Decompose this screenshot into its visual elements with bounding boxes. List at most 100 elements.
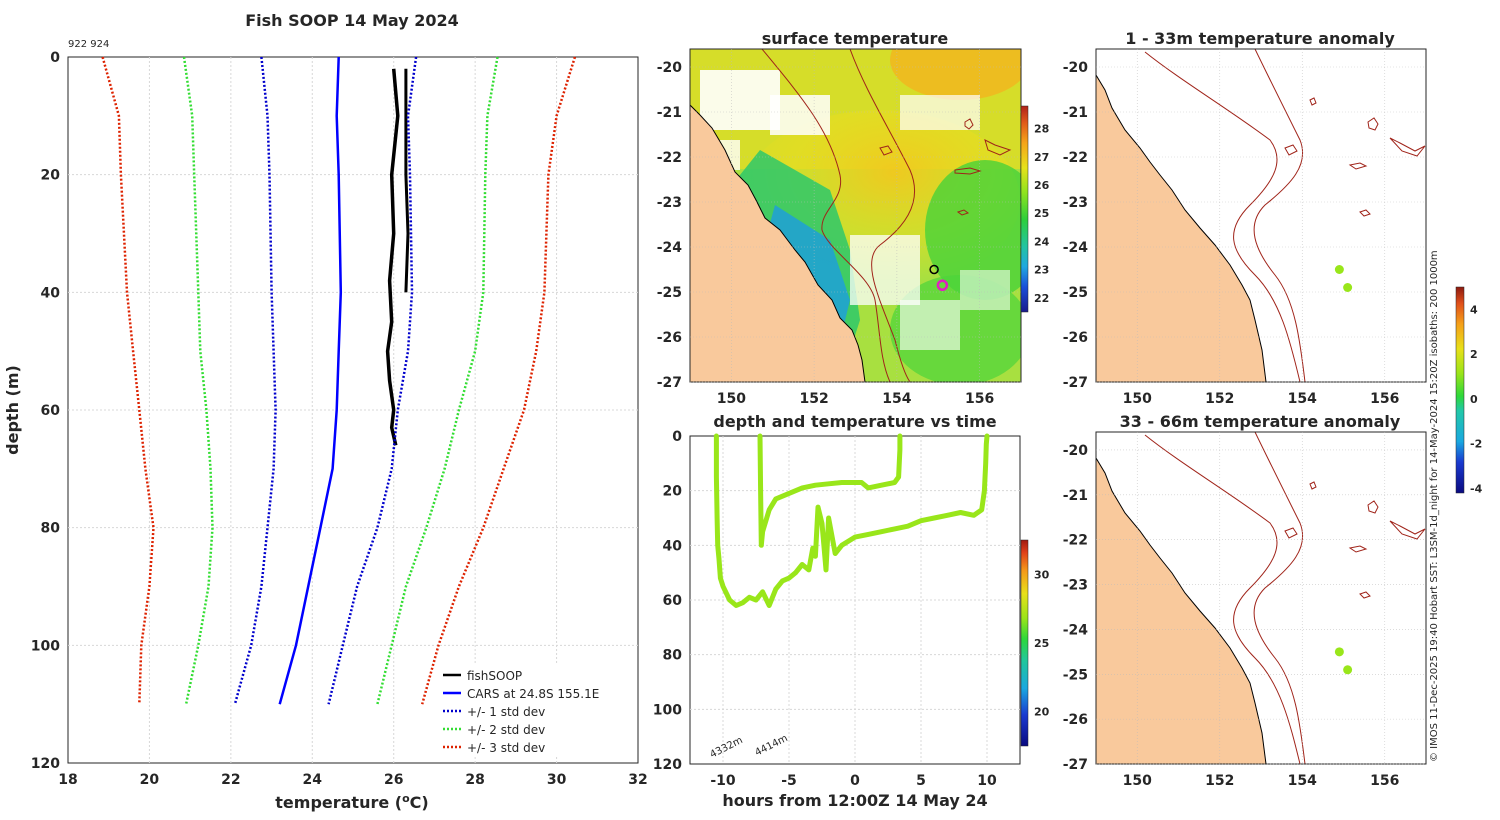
- sst-colorbar: [1020, 105, 1029, 313]
- sst-cbtick-26: 26: [1034, 179, 1050, 192]
- ts-xtick-5: 5: [916, 773, 926, 789]
- anom2-marker-1: [1343, 665, 1353, 675]
- ts-cbtick-20: 20: [1034, 706, 1050, 719]
- anom2-title: 33 - 66m temperature anomaly: [1120, 412, 1401, 431]
- ts-ytick-60: 60: [663, 593, 683, 609]
- profile-series-fishsoop-cast-2: [404, 68, 410, 293]
- ts-xtick-10: 10: [977, 773, 997, 789]
- anom2-ytick--26: -26: [1063, 712, 1088, 728]
- ts-colorbar-ticks: 20 25 30: [1034, 568, 1050, 718]
- ts-ytick-100: 100: [653, 702, 682, 718]
- anom1-isobath-200: [1144, 51, 1301, 382]
- profile-series-cars-at-24-8s-155-1e: [278, 56, 343, 705]
- anom1-map: [1096, 49, 1426, 382]
- anom2-map: [1096, 432, 1426, 764]
- sst-colorbar-ticks: 22 23 24 25 26 27 28: [1034, 123, 1050, 305]
- profile-grid: [68, 57, 638, 763]
- ts-grid: [690, 436, 1020, 764]
- profile-ticks: 18 20 22 24 26 28 30 32 0 20 40 60 80 100 120: [31, 50, 648, 788]
- sst-cbtick-24: 24: [1034, 235, 1050, 248]
- ts-ytick-40: 40: [663, 538, 683, 554]
- sst-markers: [929, 264, 949, 291]
- anom1-ytick--22: -22: [1063, 150, 1088, 166]
- anom2-xtick-156: 156: [1370, 773, 1399, 789]
- anom2-xtick-152: 152: [1205, 773, 1234, 789]
- ts-title: depth and temperature vs time: [713, 412, 996, 431]
- sst-ticks: 150 152 154 156 -20 -21 -22 -23 -24 -25 -26 -27: [657, 49, 1021, 407]
- sst-ytick--22: -22: [657, 150, 682, 166]
- profile-ytick-20: 20: [41, 168, 61, 184]
- legend-cars: CARS at 24.8S 155.1E: [467, 687, 599, 701]
- sst-cbtick-28: 28: [1034, 123, 1049, 136]
- profile-ytick-60: 60: [41, 403, 61, 419]
- anom-colorbar-ticks: -4 -2 0 2 4: [1470, 303, 1483, 495]
- sst-marker-0: [929, 264, 939, 275]
- ts-ytick-20: 20: [663, 484, 683, 500]
- legend-std2: +/- 2 std dev: [467, 723, 545, 737]
- anom2-contour-islands: [1284, 481, 1426, 599]
- anom2-isobath-1000: [1253, 432, 1306, 764]
- anom2-ytick--21: -21: [1063, 488, 1088, 504]
- anom2-xtick-154: 154: [1288, 773, 1317, 789]
- profile-ytick-40: 40: [41, 285, 61, 301]
- sst-ytick--20: -20: [657, 60, 683, 76]
- sst-land: [690, 49, 866, 382]
- ts-colorbar: [1020, 539, 1029, 747]
- profile-series-fishsoop: [385, 68, 400, 446]
- ts-ytick-120: 120: [653, 757, 682, 773]
- anom2-ytick--27: -27: [1063, 757, 1088, 773]
- anom1-marker-1: [1343, 283, 1353, 292]
- profile-xtick-18: 18: [58, 772, 77, 788]
- anom1-isobath-1000: [1253, 49, 1306, 382]
- anom1-ytick--24: -24: [1063, 240, 1089, 256]
- profile-ylabel: depth (m): [3, 365, 22, 455]
- legend-fish: fishSOOP: [467, 669, 522, 683]
- ts-xtick--5: -5: [781, 773, 797, 789]
- anom2-markers: [1334, 647, 1353, 675]
- profile-xlabel: temperature (oC): [275, 792, 428, 812]
- sst-map: [690, 49, 1021, 382]
- profile-xtick-28: 28: [465, 772, 484, 788]
- sst-contour-islands: [879, 118, 1012, 216]
- anom1-ytick--20: -20: [1063, 60, 1089, 76]
- legend-std1: +/- 1 std dev: [467, 705, 545, 719]
- profile-xtick-32: 32: [628, 772, 647, 788]
- ts-annot-4414: 4414m: [753, 733, 789, 759]
- ts-xtick-0: 0: [850, 773, 860, 789]
- profile-ytick-120: 120: [31, 756, 60, 772]
- sst-xtick-156: 156: [965, 391, 994, 407]
- anom1-marker-0: [1334, 265, 1344, 274]
- ts-cbtick-30: 30: [1034, 568, 1050, 581]
- ts-xlabel: hours from 12:00Z 14 May 24: [722, 791, 987, 810]
- anom1-contour-islands: [1284, 97, 1426, 217]
- anom1-ytick--25: -25: [1063, 285, 1088, 301]
- anom1-ytick--27: -27: [1063, 375, 1088, 391]
- sst-ytick--26: -26: [657, 330, 682, 346]
- profile-series--2-std-dev-low: [182, 56, 214, 705]
- ids-label: 922 924: [68, 39, 109, 50]
- anom1-ytick--23: -23: [1063, 195, 1088, 211]
- anom2-xtick-150: 150: [1123, 773, 1152, 789]
- profile-ytick-80: 80: [41, 521, 61, 537]
- anom2-isobath-200: [1144, 434, 1301, 764]
- anom2-ytick--24: -24: [1063, 622, 1089, 638]
- profile-xtick-22: 22: [221, 772, 240, 788]
- profile-xtick-30: 30: [547, 772, 567, 788]
- anom1-ticks: 150 152 154 156 -20 -21 -22 -23 -24 -25 -26 -27: [1063, 49, 1426, 407]
- anom1-title: 1 - 33m temperature anomaly: [1125, 29, 1395, 48]
- ts-annot-4332: 4332m: [708, 735, 744, 761]
- sst-ytick--24: -24: [657, 240, 683, 256]
- anom-cbtick--4: -4: [1470, 483, 1483, 496]
- anom1-ytick--26: -26: [1063, 330, 1088, 346]
- profile-series--1-std-dev-high: [327, 56, 418, 705]
- sst-ytick--25: -25: [657, 285, 682, 301]
- anom1-markers: [1334, 265, 1353, 292]
- sst-green-patch: [925, 160, 1021, 300]
- anom1-xtick-150: 150: [1123, 391, 1152, 407]
- anom1-ytick--21: -21: [1063, 105, 1088, 121]
- anomaly-upper-panel: 1 - 33m temperature anomaly 150 152 154 156…: [1063, 29, 1483, 496]
- ts-series-cast-2: [757, 433, 903, 548]
- ts-series-cast-1: [713, 433, 990, 608]
- profile-xtick-20: 20: [140, 772, 160, 788]
- ts-xtick--10: -10: [710, 773, 736, 789]
